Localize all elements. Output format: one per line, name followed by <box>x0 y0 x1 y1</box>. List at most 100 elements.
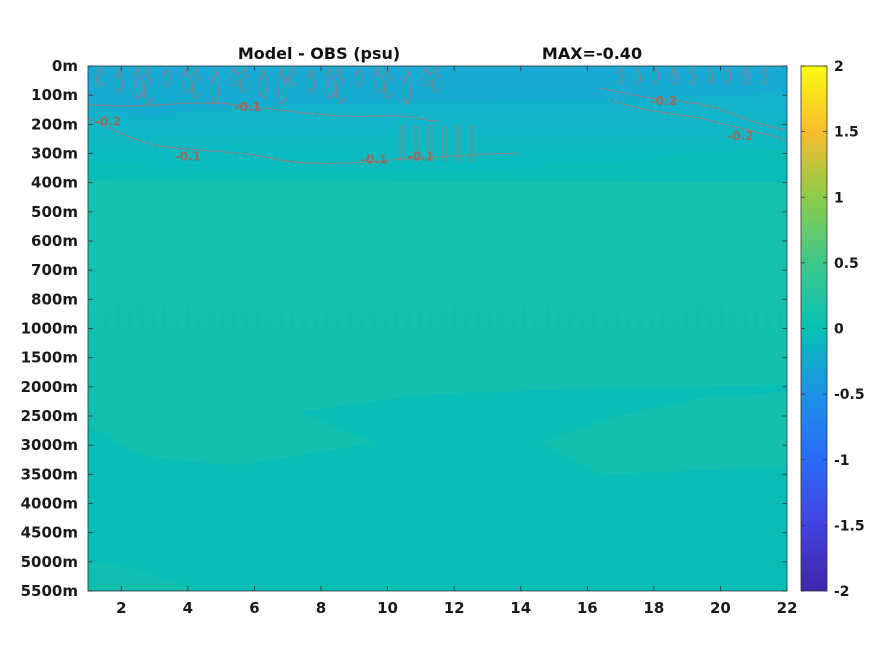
contour-loop <box>455 125 461 162</box>
texture-spike <box>474 289 481 330</box>
contour-loop <box>742 67 750 85</box>
texture-spike <box>685 335 692 368</box>
texture-spike <box>335 308 342 330</box>
y-tick-label: 800m <box>31 290 78 308</box>
x-tick-label: 2 <box>116 599 126 617</box>
y-tick-label: 1000m <box>21 320 78 338</box>
texture-spike <box>672 310 678 330</box>
texture-spike <box>210 335 216 351</box>
y-tick-label: 600m <box>31 232 78 250</box>
texture-spike <box>511 335 518 365</box>
texture-spike <box>706 299 713 330</box>
texture-spike <box>231 291 238 330</box>
texture-spike <box>126 299 133 330</box>
texture-spike <box>660 297 667 330</box>
texture-spike <box>602 307 609 330</box>
texture-spike <box>150 300 156 330</box>
texture-spike <box>393 298 400 330</box>
texture-spike <box>370 297 377 330</box>
texture-spike <box>161 288 168 330</box>
contour-loop <box>469 125 475 162</box>
contour-loop <box>307 67 315 93</box>
y-tick-label: 400m <box>31 174 78 192</box>
x-tick-label: 16 <box>577 599 598 617</box>
contour-label: -0.1 <box>175 149 201 163</box>
contour-loop <box>634 67 642 85</box>
texture-spike <box>382 310 388 330</box>
texture-spike <box>650 335 657 363</box>
colorbar-tick-label: -0.5 <box>834 387 865 403</box>
texture-spike <box>115 286 122 330</box>
y-axis-ticks: 0m 100m 200m 300m 400m 500m 600m 700m 800m 1000m 1… <box>21 57 787 600</box>
texture-spike <box>683 298 690 330</box>
texture-spike <box>625 308 632 330</box>
y-tick-label: 5000m <box>21 553 78 571</box>
texture-spike <box>648 309 655 330</box>
texture-spike <box>312 307 319 330</box>
texture-spike <box>289 306 296 330</box>
y-tick-label: 0m <box>52 57 78 75</box>
texture-spike <box>741 288 748 330</box>
texture-spike <box>569 335 576 366</box>
contour-region-upper <box>88 180 787 330</box>
texture-spike <box>384 335 390 354</box>
texture-spike <box>221 335 228 360</box>
x-tick-label: 4 <box>183 599 193 617</box>
y-tick-label: 700m <box>31 261 78 279</box>
y-tick-label: 2000m <box>21 378 78 396</box>
texture-spike <box>219 303 226 330</box>
texture-spike <box>186 335 193 355</box>
texture-spike <box>755 335 762 356</box>
contour-loop <box>670 67 678 85</box>
texture-spike <box>163 335 170 359</box>
texture-spike <box>128 335 135 354</box>
contour-region-bottom <box>88 560 200 591</box>
colorbar-tick-label: 1 <box>834 190 844 206</box>
x-tick-label: 14 <box>510 599 531 617</box>
texture-spike <box>637 296 644 330</box>
contour-loop <box>616 67 624 85</box>
texture-spike <box>256 335 263 365</box>
texture-spike <box>268 335 274 352</box>
texture-spike <box>196 302 203 330</box>
y-tick-label: 3000m <box>21 436 78 454</box>
contour-loop <box>182 67 190 93</box>
texture-spike <box>198 335 205 364</box>
texture-spike <box>428 287 435 330</box>
texture-spike <box>418 335 425 359</box>
contour-line-d <box>609 99 787 141</box>
texture-spike <box>416 299 423 330</box>
x-tick-label: 18 <box>643 599 664 617</box>
texture-spike <box>500 335 506 356</box>
texture-spike <box>372 335 379 367</box>
texture-spike <box>616 335 622 358</box>
texture-spike <box>778 335 785 352</box>
texture-spike <box>523 335 530 352</box>
contour-loop <box>724 67 732 85</box>
texture-spike <box>604 335 611 349</box>
texture-spike <box>184 289 191 330</box>
texture-spike <box>592 335 599 362</box>
y-tick-label: 500m <box>31 203 78 221</box>
contour-loop <box>422 67 430 87</box>
texture-spike <box>732 335 738 360</box>
texture-spike <box>208 290 214 330</box>
contour-ragged-texture <box>92 286 785 370</box>
contour-loop <box>706 67 714 85</box>
contour-loop <box>230 67 238 87</box>
texture-spike <box>92 310 98 330</box>
texture-spike <box>152 335 158 350</box>
chart-title: Model - OBS (psu) <box>238 44 400 63</box>
colorbar-tick-label: -2 <box>834 584 850 600</box>
max-annotation: MAX=-0.40 <box>542 44 642 63</box>
contour-loop <box>288 67 296 87</box>
x-tick-label: 10 <box>377 599 398 617</box>
contour-loop <box>374 67 382 93</box>
contour-label: -0.1 <box>235 100 261 114</box>
texture-spike <box>291 335 298 370</box>
texture-spike <box>358 309 365 330</box>
texture-spike <box>764 289 771 330</box>
texture-spike <box>488 335 495 369</box>
texture-spike <box>451 288 458 330</box>
texture-spike <box>254 292 261 330</box>
